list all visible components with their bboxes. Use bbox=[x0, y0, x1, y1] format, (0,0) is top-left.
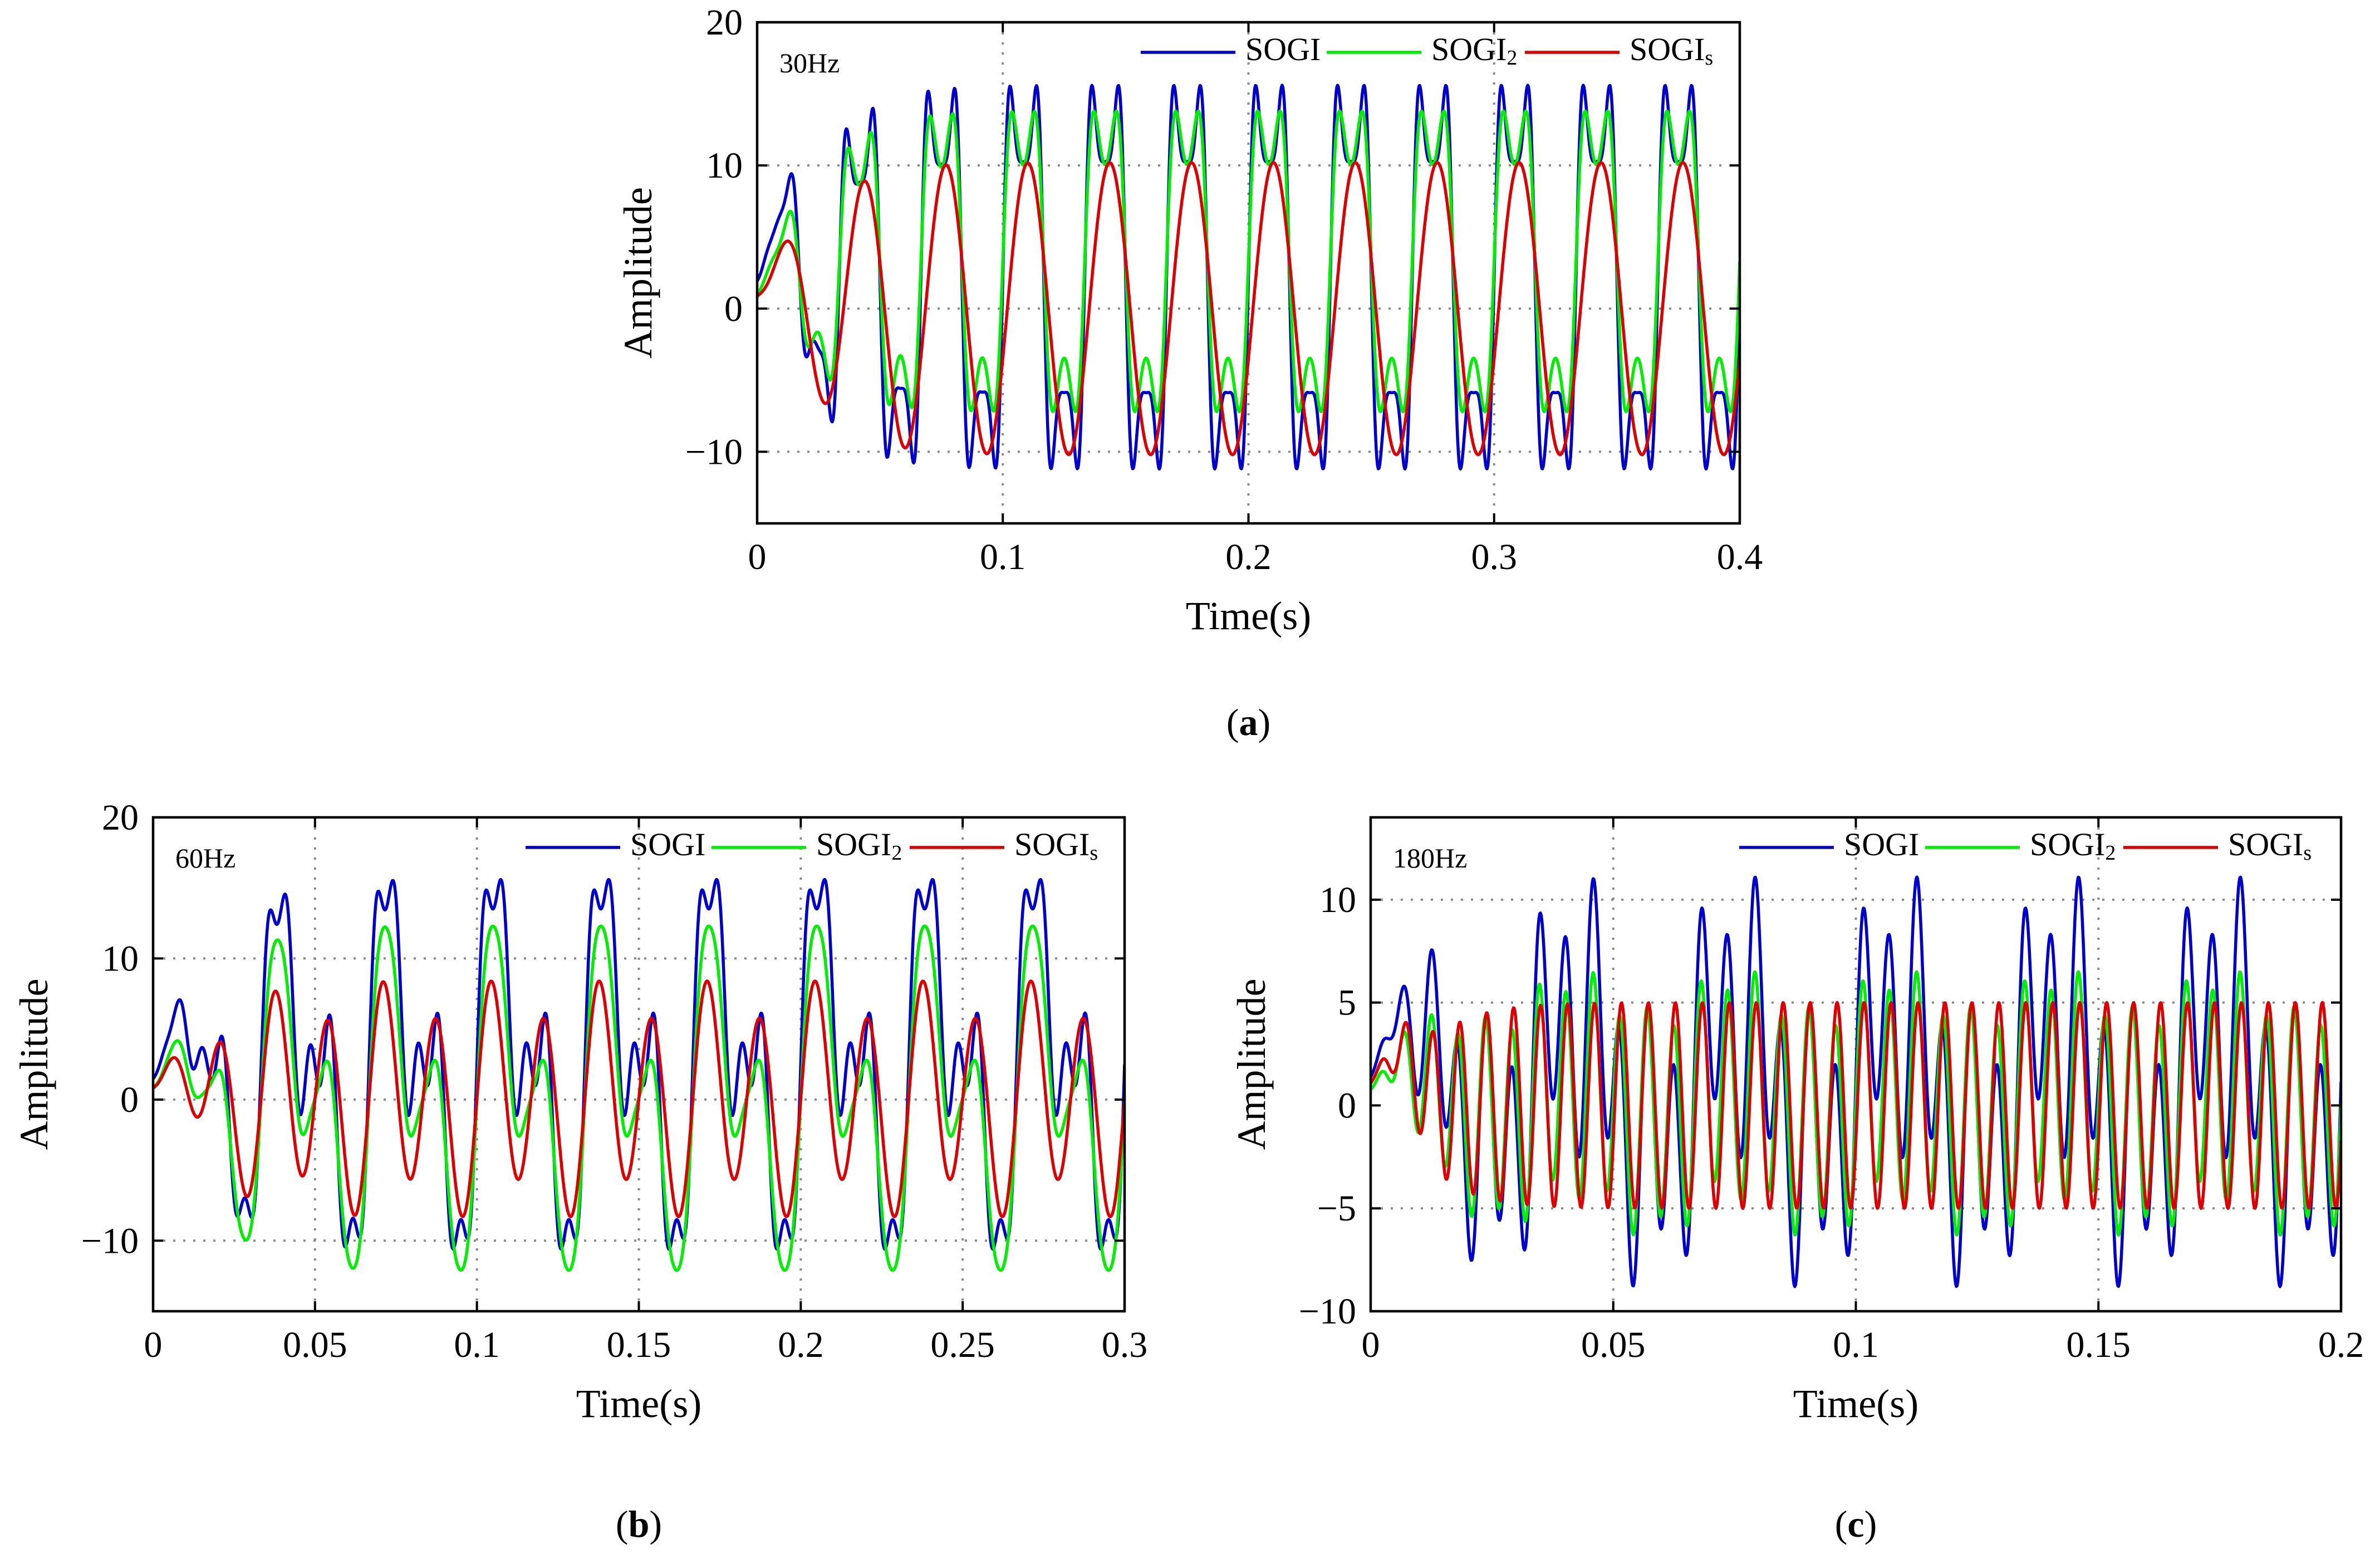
x-tick-label: 0.15 bbox=[2067, 1325, 2131, 1365]
x-tick-label: 0.1 bbox=[1833, 1325, 1879, 1365]
legend-label-name: SOGI bbox=[2030, 826, 2105, 862]
x-tick-label: 0.05 bbox=[1581, 1325, 1646, 1365]
panel-caption: (a) bbox=[1226, 701, 1270, 743]
y-tick-label: −5 bbox=[1317, 1188, 1356, 1229]
legend-label-subscript: 2 bbox=[2105, 841, 2116, 865]
y-tick-label: 20 bbox=[706, 2, 743, 43]
y-tick-label: −10 bbox=[1299, 1291, 1356, 1332]
frequency-annotation: 30Hz bbox=[779, 47, 840, 79]
legend-label: SOGI bbox=[1245, 31, 1321, 67]
y-tick-label: 0 bbox=[120, 1080, 139, 1120]
x-tick-label: 0.15 bbox=[607, 1325, 671, 1365]
y-tick-label: −10 bbox=[81, 1220, 139, 1261]
legend: SOGI SOGI2 SOGIs bbox=[1739, 826, 2312, 865]
panel-caption: (b) bbox=[616, 1503, 662, 1545]
legend-label: SOGIs bbox=[2228, 826, 2312, 865]
series-line-sogi2 bbox=[757, 109, 1740, 414]
x-tick-label: 0.4 bbox=[1717, 537, 1763, 577]
y-tick-label: 20 bbox=[102, 797, 139, 838]
caption-close-paren: ) bbox=[1258, 701, 1271, 743]
chart-panel-b: 0 0.05 0.1 0.15 0.2 0.25 0.3 −10 0 10 20 Time(s) Amp… bbox=[12, 797, 1147, 1545]
legend-label-name: SOGI bbox=[630, 826, 705, 862]
x-tick-label: 0.3 bbox=[1102, 1325, 1148, 1365]
x-tick-label: 0.3 bbox=[1471, 537, 1518, 577]
panel-caption: (c) bbox=[1835, 1503, 1877, 1545]
x-tick-label: 0.2 bbox=[2318, 1325, 2364, 1365]
y-tick-label: 10 bbox=[102, 938, 139, 979]
caption-open-paren: ( bbox=[616, 1503, 629, 1545]
legend-label-name: SOGI bbox=[816, 826, 891, 862]
legend-label: SOGI bbox=[630, 826, 705, 862]
series-line-sogis bbox=[153, 979, 1125, 1218]
legend-label-name: SOGI bbox=[1245, 31, 1321, 67]
legend-label: SOGI2 bbox=[816, 826, 902, 865]
series-line-sogi2 bbox=[1371, 970, 2341, 1237]
series-line-sogi bbox=[153, 877, 1125, 1251]
x-tick-label: 0.2 bbox=[1225, 537, 1272, 577]
y-tick-label: 0 bbox=[724, 288, 743, 329]
x-tick-label: 0 bbox=[1362, 1325, 1380, 1365]
x-axis-label: Time(s) bbox=[576, 1381, 701, 1426]
legend-label: SOGI2 bbox=[1431, 31, 1517, 70]
x-axis-label: Time(s) bbox=[1186, 594, 1311, 638]
caption-close-paren: ) bbox=[1864, 1503, 1877, 1545]
frequency-annotation: 60Hz bbox=[175, 842, 235, 874]
series-line-sogis bbox=[1371, 1001, 2341, 1210]
x-tick-label: 0.1 bbox=[980, 537, 1026, 577]
y-axis-label: Amplitude bbox=[12, 979, 56, 1150]
y-axis-label: Amplitude bbox=[616, 187, 660, 359]
chart-panel-c: 0 0.05 0.1 0.15 0.2 −10 −5 0 5 10 Time(s) Amplitude… bbox=[1229, 816, 2364, 1545]
legend-label-subscript: s bbox=[1705, 46, 1713, 70]
y-tick-label: 10 bbox=[1319, 880, 1356, 920]
legend-label-subscript: 2 bbox=[1506, 46, 1517, 70]
caption-letter: b bbox=[629, 1503, 650, 1545]
legend: SOGI SOGI2 SOGIs bbox=[1141, 31, 1713, 70]
legend-label-name: SOGI bbox=[1844, 826, 1919, 862]
y-tick-label: 5 bbox=[1338, 983, 1356, 1023]
x-tick-label: 0 bbox=[748, 537, 767, 577]
x-tick-label: 0.1 bbox=[454, 1325, 500, 1365]
y-axis-label: Amplitude bbox=[1229, 979, 1274, 1150]
y-tick-label: −10 bbox=[685, 432, 743, 472]
legend-label-name: SOGI bbox=[1431, 31, 1506, 67]
legend-label: SOGIs bbox=[1630, 31, 1713, 70]
legend-label-name: SOGI bbox=[2228, 826, 2303, 862]
legend-label: SOGI bbox=[1844, 826, 1919, 862]
frequency-annotation: 180Hz bbox=[1393, 842, 1467, 874]
legend: SOGI SOGI2 SOGIs bbox=[526, 826, 1098, 865]
x-tick-label: 0.2 bbox=[778, 1325, 824, 1365]
series-line-sogis bbox=[757, 161, 1740, 457]
legend-label: SOGIs bbox=[1014, 826, 1098, 865]
caption-letter: c bbox=[1847, 1503, 1864, 1545]
caption-letter: a bbox=[1239, 701, 1258, 743]
legend-label: SOGI2 bbox=[2030, 826, 2116, 865]
chart-panel-a: 0 0.1 0.2 0.3 0.4 −10 0 10 20 Time(s) Amplitude 30H… bbox=[616, 2, 1763, 743]
legend-label-subscript: s bbox=[2303, 841, 2312, 865]
caption-close-paren: ) bbox=[649, 1503, 662, 1545]
legend-label-subscript: s bbox=[1090, 841, 1098, 865]
y-tick-label: 10 bbox=[706, 145, 743, 186]
legend-label-subscript: 2 bbox=[891, 841, 902, 865]
caption-open-paren: ( bbox=[1835, 1503, 1848, 1545]
legend-label-name: SOGI bbox=[1630, 31, 1705, 67]
x-tick-label: 0 bbox=[144, 1325, 163, 1365]
caption-open-paren: ( bbox=[1226, 701, 1239, 743]
x-tick-label: 0.25 bbox=[930, 1325, 995, 1365]
x-axis-label: Time(s) bbox=[1793, 1381, 1918, 1426]
legend-label-name: SOGI bbox=[1014, 826, 1090, 862]
x-tick-label: 0.05 bbox=[283, 1325, 347, 1365]
y-tick-label: 0 bbox=[1338, 1085, 1356, 1126]
